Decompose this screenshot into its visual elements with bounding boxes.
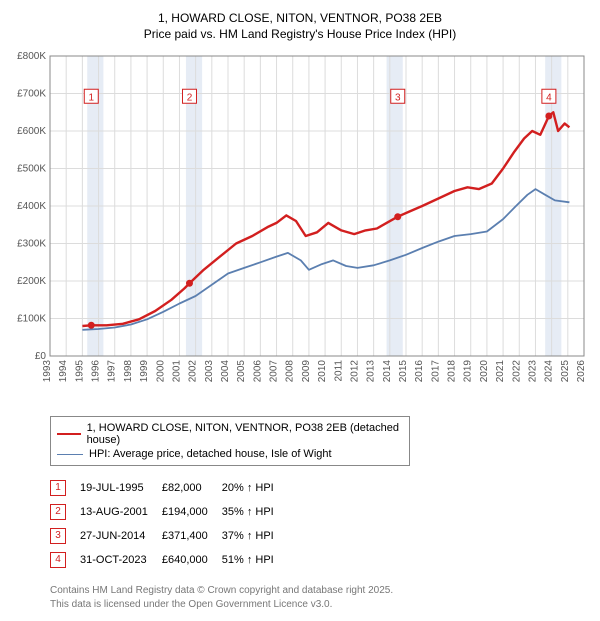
svg-text:2022: 2022 — [511, 360, 522, 383]
svg-text:2004: 2004 — [220, 360, 231, 383]
sale-pct: 35% ↑ HPI — [222, 500, 288, 524]
svg-text:2001: 2001 — [171, 360, 182, 383]
legend-swatch-blue — [57, 454, 83, 455]
table-row: 1 19-JUL-1995£82,00020% ↑ HPI — [50, 476, 288, 500]
footer-line-2: This data is licensed under the Open Gov… — [50, 598, 592, 612]
svg-text:2007: 2007 — [269, 360, 280, 383]
sale-date: 13-AUG-2001 — [80, 500, 162, 524]
svg-text:1996: 1996 — [91, 360, 102, 383]
svg-text:2008: 2008 — [285, 360, 296, 383]
legend-label-red: 1, HOWARD CLOSE, NITON, VENTNOR, PO38 2E… — [87, 422, 403, 446]
svg-text:2006: 2006 — [252, 360, 263, 383]
svg-text:£100K: £100K — [17, 314, 46, 325]
svg-text:2024: 2024 — [544, 360, 555, 383]
svg-text:2020: 2020 — [479, 360, 490, 383]
svg-text:£700K: £700K — [17, 89, 46, 100]
footer-line-1: Contains HM Land Registry data © Crown c… — [50, 584, 592, 598]
legend-item-red: 1, HOWARD CLOSE, NITON, VENTNOR, PO38 2E… — [57, 421, 403, 447]
table-row: 2 13-AUG-2001£194,00035% ↑ HPI — [50, 500, 288, 524]
sale-pct: 20% ↑ HPI — [222, 476, 288, 500]
svg-text:2011: 2011 — [333, 360, 344, 382]
svg-text:2: 2 — [187, 93, 193, 104]
price-chart: £0£100K£200K£300K£400K£500K£600K£700K£80… — [8, 48, 592, 408]
sale-pct: 51% ↑ HPI — [222, 548, 288, 572]
svg-text:2016: 2016 — [414, 360, 425, 383]
svg-text:£500K: £500K — [17, 164, 46, 175]
sale-pct: 37% ↑ HPI — [222, 524, 288, 548]
sale-date: 31-OCT-2023 — [80, 548, 162, 572]
svg-text:2000: 2000 — [155, 360, 166, 383]
svg-text:1: 1 — [88, 93, 94, 104]
svg-text:2015: 2015 — [398, 360, 409, 383]
svg-text:1999: 1999 — [139, 360, 150, 383]
sale-price: £82,000 — [162, 476, 222, 500]
svg-text:4: 4 — [546, 93, 552, 104]
title-line-2: Price paid vs. HM Land Registry's House … — [8, 26, 592, 42]
footer-note: Contains HM Land Registry data © Crown c… — [50, 584, 592, 611]
svg-text:2005: 2005 — [236, 360, 247, 383]
sale-marker-badge: 4 — [50, 552, 66, 568]
legend-swatch-red — [57, 433, 81, 435]
svg-text:2019: 2019 — [463, 360, 474, 383]
svg-text:2018: 2018 — [447, 360, 458, 383]
svg-text:2014: 2014 — [382, 360, 393, 383]
svg-text:2013: 2013 — [366, 360, 377, 383]
sale-price: £640,000 — [162, 548, 222, 572]
legend-label-blue: HPI: Average price, detached house, Isle… — [89, 448, 332, 460]
sale-price: £371,400 — [162, 524, 222, 548]
svg-text:2002: 2002 — [188, 360, 199, 383]
svg-text:2026: 2026 — [576, 360, 587, 383]
sale-date: 27-JUN-2014 — [80, 524, 162, 548]
svg-text:£800K: £800K — [17, 51, 46, 62]
svg-text:2025: 2025 — [560, 360, 571, 383]
svg-text:£300K: £300K — [17, 239, 46, 250]
svg-text:2009: 2009 — [301, 360, 312, 383]
svg-text:£200K: £200K — [17, 276, 46, 287]
svg-text:£600K: £600K — [17, 126, 46, 137]
svg-text:2017: 2017 — [430, 360, 441, 383]
svg-text:2023: 2023 — [527, 360, 538, 383]
legend-item-blue: HPI: Average price, detached house, Isle… — [57, 447, 403, 461]
sale-marker-badge: 1 — [50, 480, 66, 496]
title-line-1: 1, HOWARD CLOSE, NITON, VENTNOR, PO38 2E… — [8, 10, 592, 26]
svg-text:1998: 1998 — [123, 360, 134, 383]
svg-text:2010: 2010 — [317, 360, 328, 383]
svg-text:2012: 2012 — [349, 360, 360, 383]
svg-text:1994: 1994 — [58, 360, 69, 383]
svg-text:1997: 1997 — [107, 360, 118, 383]
svg-text:1995: 1995 — [74, 360, 85, 383]
svg-text:2003: 2003 — [204, 360, 215, 383]
svg-text:£400K: £400K — [17, 201, 46, 212]
table-row: 3 27-JUN-2014£371,40037% ↑ HPI — [50, 524, 288, 548]
sale-date: 19-JUL-1995 — [80, 476, 162, 500]
svg-text:2021: 2021 — [495, 360, 506, 383]
sale-price: £194,000 — [162, 500, 222, 524]
chart-svg: £0£100K£200K£300K£400K£500K£600K£700K£80… — [8, 48, 592, 408]
sales-table: 1 19-JUL-1995£82,00020% ↑ HPI 2 13-AUG-2001… — [50, 476, 288, 572]
table-row: 4 31-OCT-2023£640,00051% ↑ HPI — [50, 548, 288, 572]
sale-marker-badge: 2 — [50, 504, 66, 520]
svg-text:3: 3 — [395, 93, 401, 104]
sale-marker-badge: 3 — [50, 528, 66, 544]
legend: 1, HOWARD CLOSE, NITON, VENTNOR, PO38 2E… — [50, 416, 410, 466]
chart-title: 1, HOWARD CLOSE, NITON, VENTNOR, PO38 2E… — [8, 10, 592, 42]
svg-text:1993: 1993 — [42, 360, 53, 383]
